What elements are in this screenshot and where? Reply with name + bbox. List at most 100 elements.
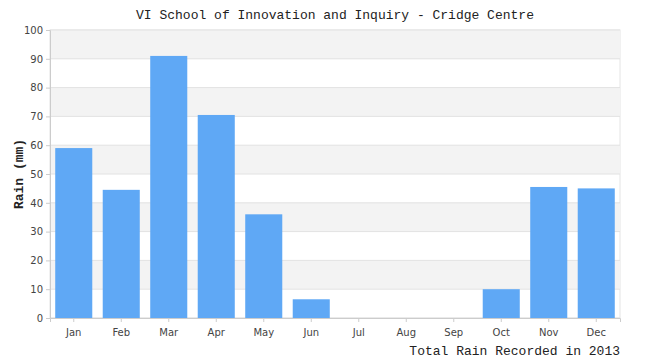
y-tick: 50 <box>30 169 50 180</box>
x-tick: Nov <box>539 318 559 338</box>
x-tick-mark <box>311 318 312 322</box>
y-tick-mark <box>46 116 50 117</box>
x-tick-label: Jun <box>302 327 319 338</box>
y-tick: 0 <box>37 313 50 324</box>
bar <box>293 299 330 318</box>
bar <box>530 187 567 318</box>
x-tick-mark <box>453 318 454 322</box>
x-tick-label: Aug <box>396 327 416 338</box>
x-tick-label: Feb <box>112 327 130 338</box>
y-axis: 0 10 20 30 40 50 60 70 80 90 100 <box>24 25 51 324</box>
x-tick-mark <box>406 318 407 322</box>
y-tick-label: 0 <box>37 313 43 324</box>
x-tick: Jul <box>352 318 365 338</box>
x-tick: May <box>253 318 274 338</box>
x-tick-label: Sep <box>444 327 463 338</box>
x-tick: Sep <box>444 318 463 338</box>
y-tick-mark <box>46 59 50 60</box>
grid-line <box>50 145 620 146</box>
grid-line <box>50 30 620 31</box>
x-tick-mark <box>548 318 549 322</box>
bar <box>435 318 472 319</box>
x-tick-label: Nov <box>539 327 559 338</box>
x-tick-mark <box>358 318 359 322</box>
bar <box>198 115 235 318</box>
y-tick-label: 30 <box>30 226 43 237</box>
x-tick-mark <box>216 318 217 322</box>
y-tick-mark <box>46 232 50 233</box>
x-tick-label: Apr <box>208 327 226 338</box>
y-tick-mark <box>46 88 50 89</box>
x-tick-mark <box>73 318 74 322</box>
x-tick: Mar <box>159 318 179 338</box>
x-tick: Dec <box>587 318 606 338</box>
bar <box>103 190 140 318</box>
x-axis-line <box>51 319 621 323</box>
y-tick-mark <box>46 203 50 204</box>
plot-background <box>50 30 620 318</box>
bar <box>245 214 282 318</box>
x-tick-label: Dec <box>587 327 606 338</box>
grid-band <box>50 30 620 59</box>
x-tick-mark <box>121 318 122 322</box>
y-tick-label: 60 <box>30 140 43 151</box>
y-tick: 100 <box>24 25 50 36</box>
y-tick-label: 100 <box>24 25 43 36</box>
y-tick: 60 <box>30 140 50 151</box>
x-tick-mark <box>263 318 264 322</box>
y-axis-title: Rain (mm) <box>12 139 27 209</box>
title: VI School of Innovation and Inquiry - Cr… <box>136 8 534 23</box>
y-tick-mark <box>46 289 50 290</box>
y-tick-label: 20 <box>30 255 43 266</box>
x-tick-label: Jul <box>352 327 365 338</box>
y-tick: 40 <box>30 198 50 209</box>
y-tick-label: 70 <box>30 111 43 122</box>
y-tick-mark <box>46 174 50 175</box>
y-tick: 10 <box>30 284 50 295</box>
bar <box>150 56 187 318</box>
x-tick-label: Oct <box>493 327 510 338</box>
y-tick-label: 40 <box>30 198 43 209</box>
bar <box>55 148 92 318</box>
x-tick-mark <box>501 318 502 322</box>
x-tick: Jan <box>65 318 81 338</box>
x-axis: Jan Feb Mar Apr May Jun Jul Aug Sep Oct Nov Dec <box>51 318 621 338</box>
x-tick-label: May <box>253 327 274 338</box>
y-tick: 90 <box>30 54 50 65</box>
y-tick-label: 90 <box>30 54 43 65</box>
y-tick-mark <box>46 318 50 319</box>
y-tick-mark <box>46 145 50 146</box>
x-tick: Apr <box>208 318 226 338</box>
y-tick-label: 80 <box>30 82 43 93</box>
bar <box>578 188 615 318</box>
bar <box>340 318 377 319</box>
grid-line <box>50 87 620 88</box>
chart: 0 10 20 30 40 50 60 70 80 90 100 Jan Feb Mar Apr May Jun… <box>0 0 650 360</box>
x-tick: Feb <box>112 318 130 338</box>
x-tick-label: Mar <box>159 327 179 338</box>
grid-line <box>50 116 620 117</box>
plot: 0 10 20 30 40 50 60 70 80 90 100 Jan Feb Mar Apr May Jun… <box>24 25 621 338</box>
bar <box>388 318 425 319</box>
grid-line <box>50 174 620 175</box>
y-axis-line <box>46 31 51 319</box>
x-tick-label: Jan <box>65 327 81 338</box>
y-tick: 80 <box>30 82 50 93</box>
x-tick-mark <box>596 318 597 322</box>
x-tick: Aug <box>396 318 416 338</box>
y-tick-label: 50 <box>30 169 43 180</box>
x-tick-mark <box>168 318 169 322</box>
y-tick-label: 10 <box>30 284 43 295</box>
y-tick: 20 <box>30 255 50 266</box>
bar <box>483 289 520 318</box>
x-tick: Oct <box>493 318 510 338</box>
x-axis-title: Total Rain Recorded in 2013 <box>409 344 620 359</box>
grid-line <box>50 58 620 59</box>
bars <box>55 56 615 318</box>
y-tick-mark <box>46 260 50 261</box>
y-tick-mark <box>46 30 50 31</box>
x-tick: Jun <box>302 318 319 338</box>
grid-band <box>50 145 620 174</box>
y-tick: 30 <box>30 226 50 237</box>
grid-band <box>50 88 620 117</box>
